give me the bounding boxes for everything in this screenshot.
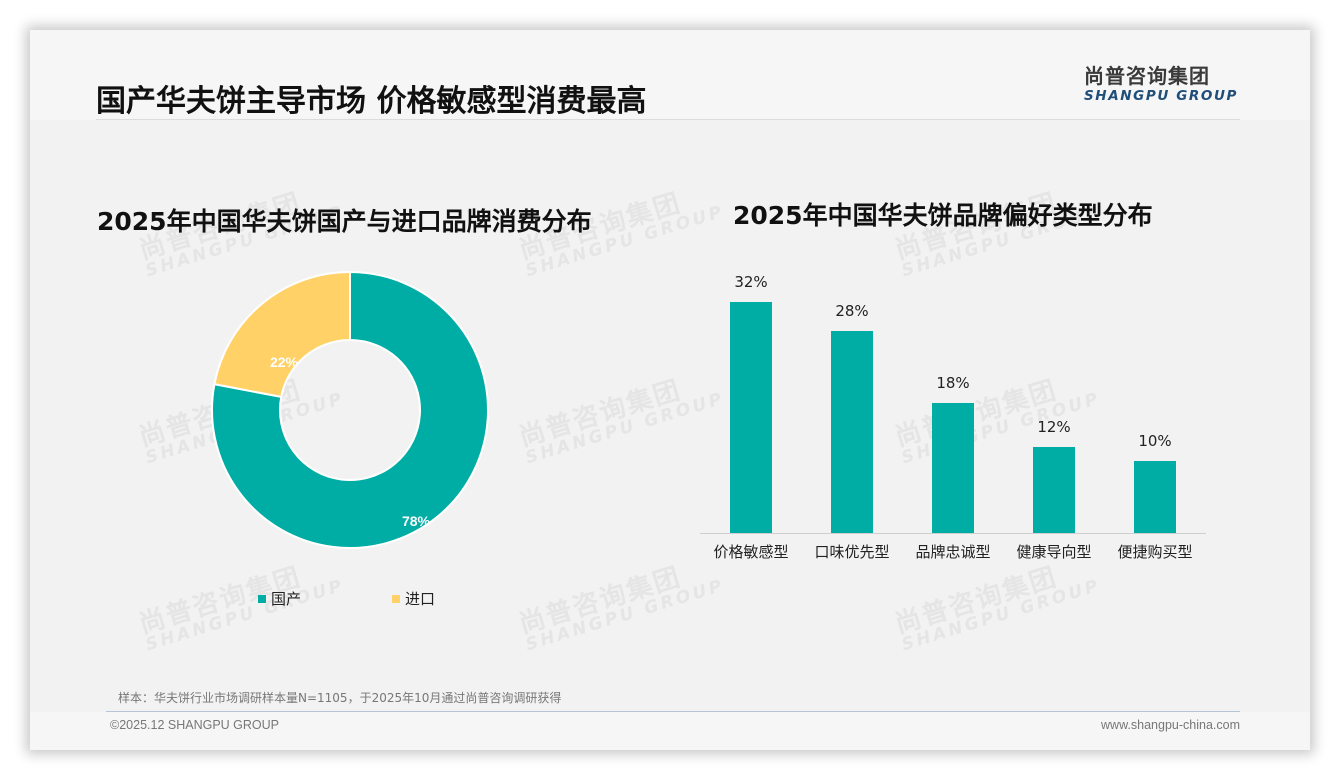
legend-label: 国产 (271, 590, 302, 608)
bar[interactable] (831, 331, 873, 533)
bar[interactable] (1033, 447, 1075, 533)
x-axis-line (700, 533, 1206, 534)
x-axis-label: 价格敏感型 (713, 543, 789, 561)
x-axis-label: 口味优先型 (814, 543, 890, 561)
donut-slice-imported[interactable] (213, 270, 351, 399)
bar-group[interactable]: 32% (730, 273, 772, 533)
bar-group[interactable]: 28% (831, 302, 873, 533)
footer-divider (106, 711, 1240, 712)
x-axis-label: 品牌忠诚型 (915, 543, 991, 561)
logo-text-en: SHANGPU GROUP (1083, 88, 1238, 104)
x-axis-label: 健康导向型 (1016, 543, 1092, 561)
bar-group[interactable]: 10% (1134, 432, 1176, 533)
bar[interactable] (1134, 461, 1176, 533)
donut-label-domestic: 78% (402, 513, 431, 529)
legend-swatch-imported (392, 594, 400, 603)
legend-item-domestic[interactable]: 国产 (258, 588, 301, 609)
bar-chart: 32% 28% 18% 12% 10% 价格敏感型 口味优先型 品牌忠诚型 健康… (700, 270, 1206, 570)
donut-slice-domestic[interactable] (211, 270, 489, 549)
company-logo: 尚普咨询集团 SHANGPU GROUP (1084, 64, 1238, 104)
sample-note: 样本：华夫饼行业市场调研样本量N=1105，于2025年10月通过尚普咨询调研获… (118, 691, 562, 705)
donut-chart: 78% 22% (211, 270, 489, 549)
slide: 国产华夫饼主导市场 价格敏感型消费最高 尚普咨询集团 SHANGPU GROUP… (30, 30, 1310, 750)
legend-swatch-domestic (258, 594, 266, 603)
donut-chart-title: 2025年中国华夫饼国产与进口品牌消费分布 (97, 207, 592, 236)
copyright: ©2025.12 SHANGPU GROUP (110, 718, 279, 732)
bar-group[interactable]: 18% (932, 374, 974, 533)
bar-group[interactable]: 12% (1033, 418, 1075, 533)
page-title: 国产华夫饼主导市场 价格敏感型消费最高 (96, 84, 647, 119)
logo-text-cn: 尚普咨询集团 (1083, 64, 1210, 88)
donut-label-imported: 22% (270, 354, 299, 370)
website-link[interactable]: www.shangpu-china.com (1101, 718, 1240, 732)
bar[interactable] (730, 302, 772, 533)
bar-value-label: 28% (835, 302, 869, 320)
bar-chart-title: 2025年中国华夫饼品牌偏好类型分布 (733, 201, 1153, 230)
bar[interactable] (932, 403, 974, 533)
bar-value-label: 18% (936, 374, 970, 392)
legend-label: 进口 (405, 590, 436, 608)
legend-item-imported[interactable]: 进口 (392, 588, 435, 609)
bar-value-label: 12% (1037, 418, 1071, 436)
bar-value-label: 32% (734, 273, 768, 291)
x-axis-label: 便捷购买型 (1117, 543, 1193, 561)
header-divider (96, 119, 1240, 120)
bar-value-label: 10% (1138, 432, 1172, 450)
